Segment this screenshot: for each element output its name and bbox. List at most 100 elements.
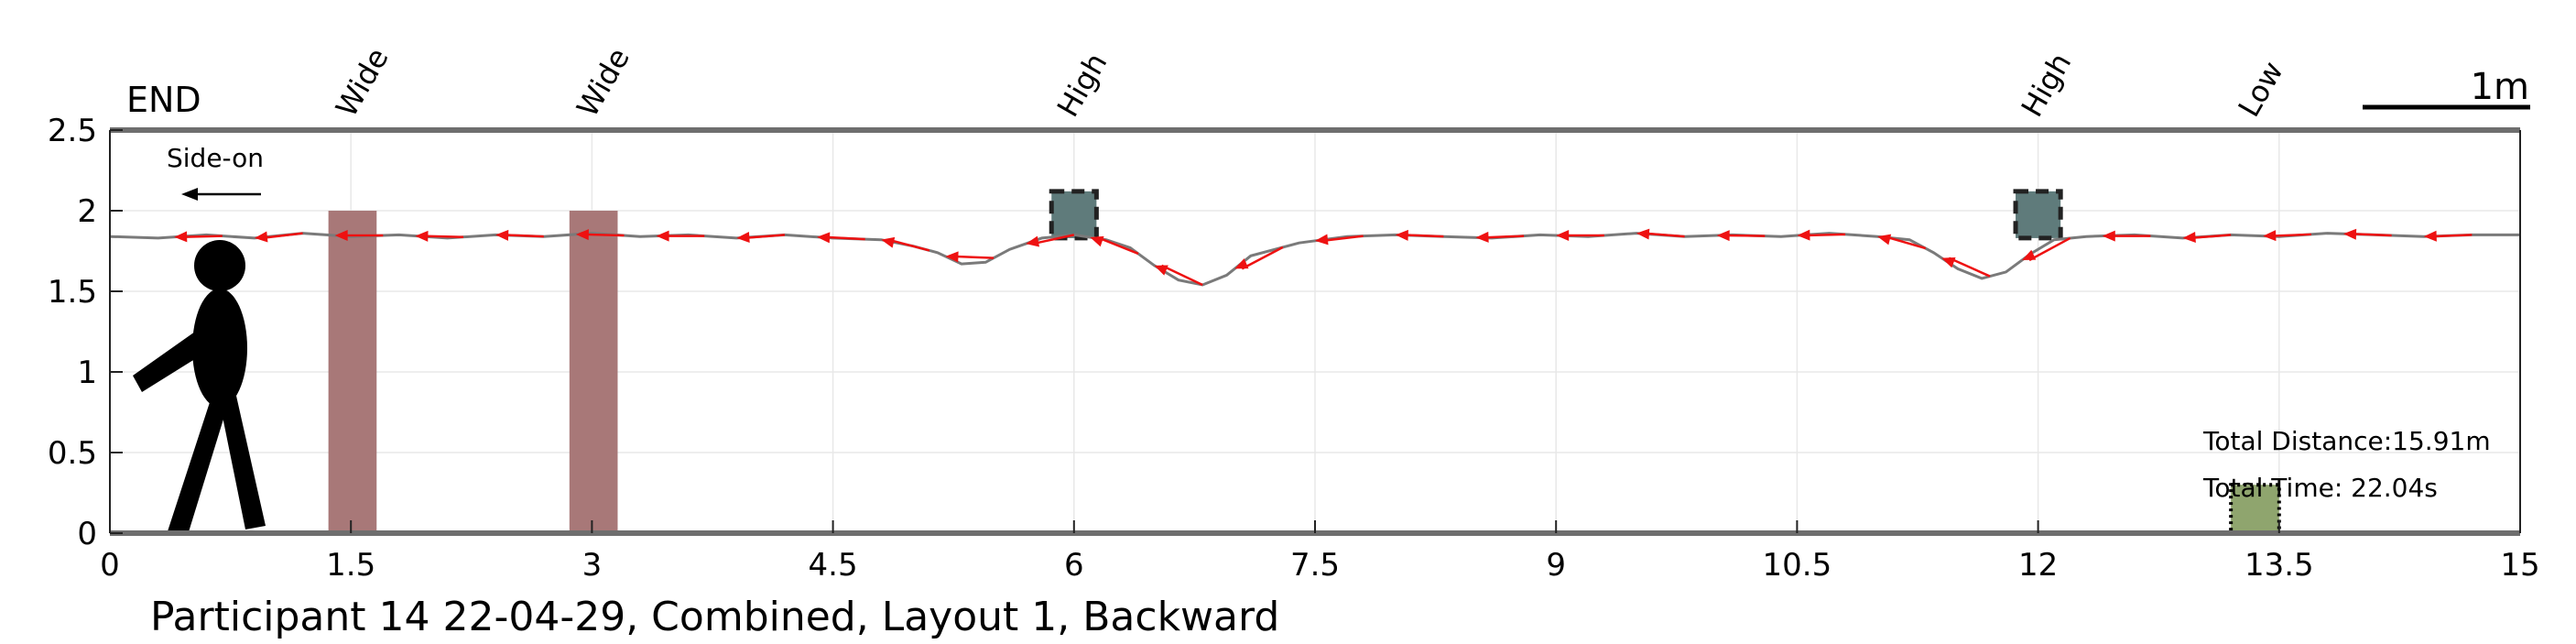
direction-arrow-shaft: [744, 234, 786, 240]
direction-arrow-shaft: [1884, 235, 1927, 250]
direction-arrow-head: [881, 236, 896, 248]
direction-arrow-shaft: [2270, 233, 2311, 237]
obstacle-label: High: [2015, 47, 2079, 123]
direction-arrow-head: [656, 230, 669, 242]
y-tick-label: 2.5: [48, 113, 97, 149]
scale-bar: 1m: [2363, 66, 2530, 110]
direction-arrow-head: [817, 232, 831, 244]
direction-arrow-shaft: [1032, 234, 1075, 246]
direction-arrow-head: [2022, 249, 2037, 260]
direction-arrow-head: [415, 230, 429, 242]
trajectory-line: [109, 232, 2520, 287]
grid-lines: [109, 129, 2521, 534]
x-tick-label: 10.5: [1763, 547, 1832, 584]
side-on-indicator: Side-on: [167, 143, 264, 201]
obstacle-low: [2229, 483, 2281, 536]
direction-arrow-shaft: [1483, 235, 1525, 239]
obstacle-wide: [569, 211, 618, 533]
direction-arrows: [174, 228, 2473, 287]
total-distance: Total Distance:15.91m: [2202, 426, 2491, 456]
direction-arrow-head: [1475, 231, 1489, 243]
direction-arrow-shaft: [952, 255, 995, 259]
direction-arrow-head: [575, 229, 589, 241]
direction-arrow-shaft: [503, 234, 544, 238]
direction-arrow-head: [945, 251, 959, 263]
direction-arrow-head: [334, 229, 348, 241]
scale-bar-label: 1m: [2471, 66, 2529, 108]
tick-labels: 0 1.5 3 4.5 6 7.5 9 10.5 12 13.5 15 0 0.5 1 1.5 2 2.5: [48, 113, 2540, 584]
x-tick-label: 6: [1064, 547, 1084, 584]
direction-arrow-head: [174, 231, 188, 243]
direction-arrow-shaft: [1643, 232, 1685, 238]
x-tick-label: 13.5: [2244, 547, 2314, 584]
obstacle-label: Wide: [570, 42, 636, 123]
direction-arrow-head: [1090, 235, 1104, 247]
obstacle-labels: Wide Wide High High Low: [329, 42, 2290, 123]
obstacle-label: Wide: [329, 42, 396, 123]
x-tick-label: 9: [1546, 547, 1566, 584]
direction-arrow-head: [1556, 229, 1570, 241]
x-tick-label: 12: [2018, 547, 2058, 584]
direction-arrow-shaft: [1402, 234, 1444, 238]
y-tick-label: 0: [77, 516, 97, 552]
y-tick-label: 1: [77, 355, 97, 391]
direction-arrow-head: [736, 231, 750, 243]
direction-arrow-shaft: [2190, 234, 2232, 240]
direction-arrow-shaft: [823, 235, 865, 241]
x-tick-label: 0: [100, 547, 120, 584]
obstacle-wide: [328, 211, 377, 533]
direction-arrow-head: [1877, 234, 1892, 246]
direction-arrow-head: [1716, 230, 1730, 242]
figure-caption: Participant 14 22-04-29, Combined, Layou…: [150, 594, 1279, 640]
direction-arrow-shaft: [2028, 236, 2071, 262]
direction-arrow-head: [1315, 234, 1329, 246]
direction-arrow-shaft: [2430, 234, 2473, 238]
obstacle-label: Low: [2231, 55, 2289, 123]
direction-arrow-head: [2102, 230, 2115, 242]
direction-arrow-head: [1797, 229, 1810, 241]
direction-arrow-head: [1026, 235, 1040, 247]
direction-arrow-shaft: [261, 232, 303, 240]
direction-arrow-shaft: [1241, 246, 1284, 270]
direction-arrow-shaft: [1160, 264, 1203, 287]
direction-arrow-head: [495, 229, 509, 241]
direction-arrow-shaft: [887, 238, 930, 252]
direction-arrow-shaft: [422, 235, 464, 238]
obstacle-high: [1049, 189, 1099, 241]
direction-arrow-head: [254, 231, 268, 243]
x-tick-label: 1.5: [326, 547, 375, 584]
side-on-label: Side-on: [167, 143, 264, 173]
x-tick-label: 15: [2500, 547, 2539, 584]
direction-arrow-head: [1154, 265, 1168, 276]
trajectory-series: [109, 232, 2520, 287]
x-tick-label: 3: [582, 547, 603, 584]
y-tick-label: 0.5: [48, 435, 97, 472]
direction-arrow-shaft: [181, 235, 223, 238]
direction-arrow-shaft: [2350, 232, 2392, 237]
direction-arrow-head: [2423, 230, 2437, 242]
direction-arrow-shaft: [1948, 257, 1991, 278]
end-label: END: [126, 80, 201, 120]
y-tick-label: 2: [77, 193, 97, 230]
obstacle-high: [2013, 189, 2063, 241]
total-time: Total Time: 22.04s: [2202, 473, 2438, 503]
x-tick-label: 7.5: [1290, 547, 1340, 584]
x-tick-label: 4.5: [809, 547, 858, 584]
direction-arrow-shaft: [1321, 235, 1364, 243]
axes: [109, 127, 2521, 536]
side-on-arrow-icon: [181, 188, 198, 201]
direction-arrow-shaft: [1723, 234, 1766, 237]
direction-arrow-head: [1636, 228, 1650, 240]
direction-arrow-head: [2342, 228, 2357, 240]
direction-arrow-head: [1234, 258, 1249, 269]
obstacles: [328, 189, 2281, 536]
direction-arrow-shaft: [1096, 235, 1139, 256]
y-tick-label: 1.5: [48, 274, 97, 311]
direction-arrow-head: [1395, 229, 1408, 241]
walking-person-icon: [133, 240, 266, 535]
direction-arrow-head: [2263, 230, 2277, 242]
direction-arrow-head: [1941, 257, 1956, 268]
direction-arrow-head: [2182, 231, 2196, 243]
obstacle-label: High: [1050, 47, 1114, 123]
